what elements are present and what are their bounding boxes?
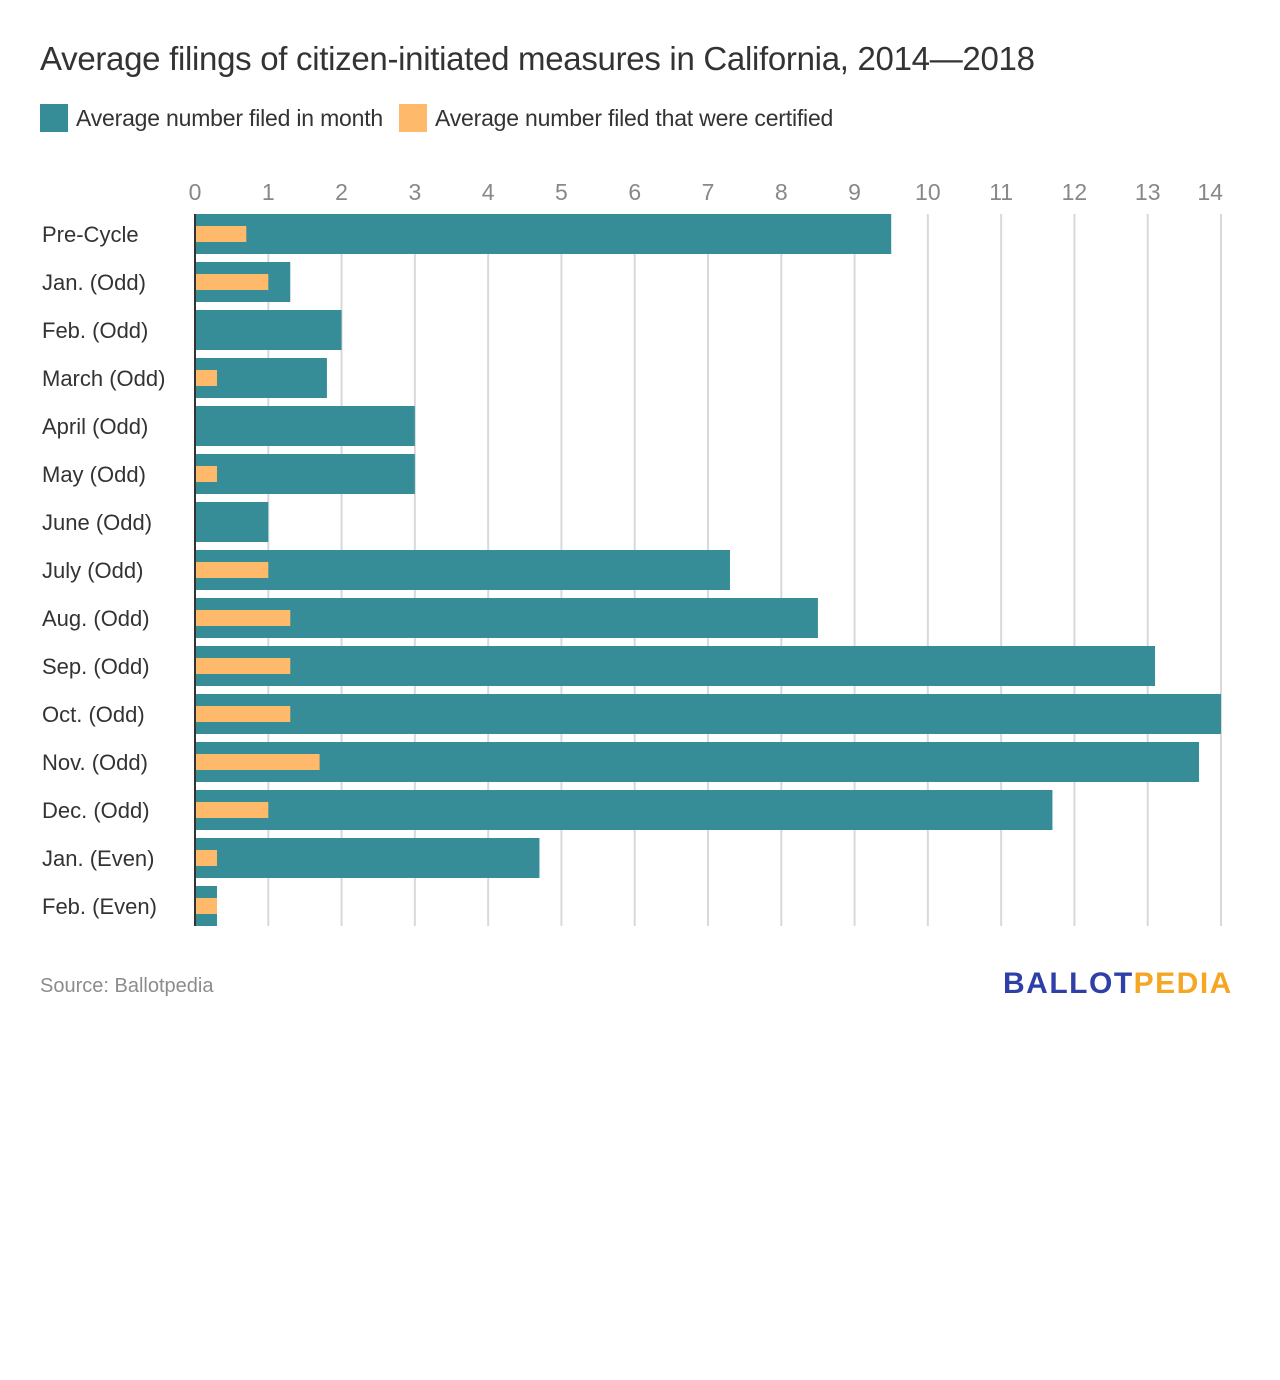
x-tick-label: 2 <box>335 179 348 205</box>
bar-filed <box>195 406 415 446</box>
category-label: Jan. (Odd) <box>42 270 146 295</box>
bar-filed <box>195 214 892 254</box>
bar-certified <box>195 850 217 866</box>
bar-certified <box>195 562 269 578</box>
legend-item-filed: Average number filed in month <box>40 104 383 132</box>
bar-certified <box>195 226 247 242</box>
x-tick-label: 12 <box>1062 179 1088 205</box>
bar-certified <box>195 658 291 674</box>
logo-part-pedia: PEDIA <box>1133 967 1233 1000</box>
x-tick-label: 7 <box>702 179 715 205</box>
category-label: Feb. (Even) <box>42 894 157 919</box>
legend-swatch-filed <box>40 104 68 132</box>
category-label: Nov. (Odd) <box>42 750 148 775</box>
bar-filed <box>195 742 1200 782</box>
category-label: Dec. (Odd) <box>42 798 150 823</box>
bar-filed <box>195 646 1156 686</box>
x-tick-label: 13 <box>1135 179 1161 205</box>
category-label: Oct. (Odd) <box>42 702 145 727</box>
bar-filed <box>195 790 1053 830</box>
x-tick-label: 0 <box>189 179 202 205</box>
bar-certified <box>195 274 269 290</box>
legend-item-certified: Average number filed that were certified <box>399 104 833 132</box>
category-label: Sep. (Odd) <box>42 654 150 679</box>
category-label: Feb. (Odd) <box>42 318 148 343</box>
x-tick-label: 11 <box>989 179 1013 205</box>
chart-title: Average filings of citizen-initiated mea… <box>40 40 1035 77</box>
bar-certified <box>195 802 269 818</box>
legend-swatch-certified <box>399 104 428 132</box>
bar-filed <box>195 310 342 350</box>
x-tick-label: 6 <box>628 179 641 205</box>
bar-certified <box>195 466 217 482</box>
bar-certified <box>195 898 217 914</box>
x-tick-label: 3 <box>408 179 421 205</box>
bar-filed <box>195 694 1221 734</box>
x-tick-label: 9 <box>848 179 861 205</box>
category-label: Jan. (Even) <box>42 846 155 871</box>
bar-certified <box>195 706 291 722</box>
bar-filed <box>195 598 818 638</box>
source-note: Source: Ballotpedia <box>40 975 214 997</box>
x-tick-label: 10 <box>915 179 941 205</box>
category-label: July (Odd) <box>42 558 143 583</box>
x-tick-label: 1 <box>262 179 275 205</box>
category-label: April (Odd) <box>42 414 148 439</box>
bar-certified <box>195 754 320 770</box>
x-axis-ticks: 0 1 2 3 4 5 6 7 8 9 10 11 12 13 14 <box>189 179 1224 205</box>
bar-certified <box>195 610 291 626</box>
category-label: Aug. (Odd) <box>42 606 150 631</box>
x-tick-label: 5 <box>555 179 568 205</box>
category-labels: Pre-Cycle Jan. (Odd) Feb. (Odd) March (Odd)… <box>42 222 165 919</box>
category-label: Pre-Cycle <box>42 222 139 247</box>
logo-part-ballot: BALLOT <box>1003 967 1134 1000</box>
bar-filed <box>195 838 540 878</box>
bar-filed <box>195 502 269 542</box>
bar-certified <box>195 370 217 386</box>
bar-filed <box>195 550 730 590</box>
ballotpedia-logo: BALLOTPEDIA <box>1003 967 1233 1001</box>
legend: Average number filed in month Average nu… <box>40 104 849 132</box>
legend-label-certified: Average number filed that were certified <box>435 104 834 131</box>
x-tick-label: 8 <box>775 179 788 205</box>
category-label: May (Odd) <box>42 462 146 487</box>
x-tick-label: 14 <box>1197 179 1223 205</box>
bar-filed <box>195 454 415 494</box>
category-label: March (Odd) <box>42 366 165 391</box>
legend-label-filed: Average number filed in month <box>76 104 384 131</box>
category-label: June (Odd) <box>42 510 152 535</box>
x-tick-label: 4 <box>482 179 495 205</box>
bars <box>195 214 1221 926</box>
